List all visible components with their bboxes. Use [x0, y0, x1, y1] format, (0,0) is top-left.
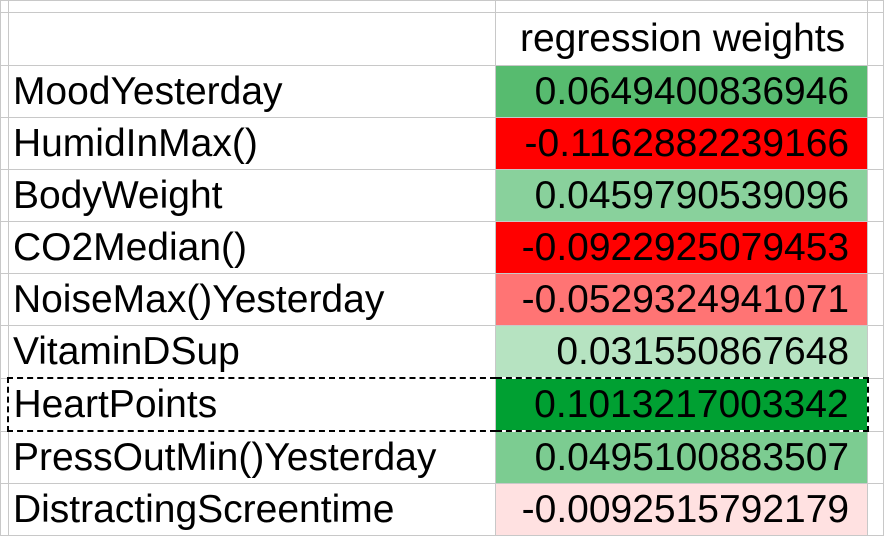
- weight-value-cell[interactable]: 0.1013217003342: [495, 377, 869, 432]
- cell[interactable]: [0, 273, 9, 326]
- cell[interactable]: [867, 377, 884, 432]
- cell[interactable]: [867, 117, 884, 170]
- weight-value-cell[interactable]: -0.0529324941071: [495, 273, 869, 326]
- cell[interactable]: [867, 221, 884, 274]
- table-row: DistractingScreentime -0.0092515792179: [0, 483, 884, 536]
- grid-row-top: [0, 0, 884, 13]
- feature-label-cell[interactable]: PressOutMin()Yesterday: [7, 430, 497, 484]
- weight-value-cell[interactable]: 0.0649400836946: [495, 65, 869, 118]
- weight-value-cell[interactable]: 0.0495100883507: [495, 430, 869, 484]
- table-row: HumidInMax() -0.1162882239166: [0, 117, 884, 170]
- feature-label-cell[interactable]: BodyWeight: [7, 169, 497, 222]
- weight-value-cell[interactable]: -0.1162882239166: [495, 117, 869, 170]
- cell[interactable]: [867, 0, 884, 13]
- header-label-cell[interactable]: [7, 12, 497, 66]
- table-row: BodyWeight 0.0459790539096: [0, 169, 884, 222]
- weight-value-cell[interactable]: -0.0092515792179: [495, 483, 869, 536]
- cell[interactable]: [0, 0, 9, 13]
- feature-label-cell[interactable]: CO2Median(): [7, 221, 497, 274]
- feature-label-cell[interactable]: HumidInMax(): [7, 117, 497, 170]
- cell[interactable]: [7, 0, 497, 13]
- cell[interactable]: [867, 325, 884, 379]
- cell[interactable]: [867, 483, 884, 536]
- header-row: regression weights: [0, 12, 884, 66]
- weight-value-cell[interactable]: 0.031550867648: [495, 325, 869, 379]
- header-cell[interactable]: regression weights: [495, 12, 869, 66]
- table-row: NoiseMax()Yesterday -0.0529324941071: [0, 273, 884, 326]
- cell[interactable]: [0, 483, 9, 536]
- feature-label-cell[interactable]: DistractingScreentime: [7, 483, 497, 536]
- cell[interactable]: [0, 169, 9, 222]
- cell[interactable]: [0, 325, 9, 379]
- cell[interactable]: [867, 430, 884, 484]
- cell[interactable]: [0, 377, 9, 432]
- feature-label-cell[interactable]: NoiseMax()Yesterday: [7, 273, 497, 326]
- cell[interactable]: [0, 117, 9, 170]
- cell[interactable]: [495, 0, 869, 13]
- cell[interactable]: [0, 430, 9, 484]
- feature-label-cell[interactable]: MoodYesterday: [7, 65, 497, 118]
- cell[interactable]: [867, 12, 884, 66]
- cell[interactable]: [867, 273, 884, 326]
- feature-label-cell[interactable]: HeartPoints: [7, 377, 497, 432]
- table-row: VitaminDSup 0.031550867648: [0, 325, 884, 379]
- table-row: CO2Median() -0.0922925079453: [0, 221, 884, 274]
- table-row-selected: HeartPoints 0.1013217003342: [0, 377, 884, 432]
- cell[interactable]: [867, 65, 884, 118]
- cell[interactable]: [0, 65, 9, 118]
- weight-value-cell[interactable]: -0.0922925079453: [495, 221, 869, 274]
- table-row: PressOutMin()Yesterday 0.0495100883507: [0, 430, 884, 484]
- weight-value-cell[interactable]: 0.0459790539096: [495, 169, 869, 222]
- feature-label-cell[interactable]: VitaminDSup: [7, 325, 497, 379]
- cell[interactable]: [0, 12, 9, 66]
- cell[interactable]: [0, 221, 9, 274]
- table-row: MoodYesterday 0.0649400836946: [0, 65, 884, 118]
- cell[interactable]: [867, 169, 884, 222]
